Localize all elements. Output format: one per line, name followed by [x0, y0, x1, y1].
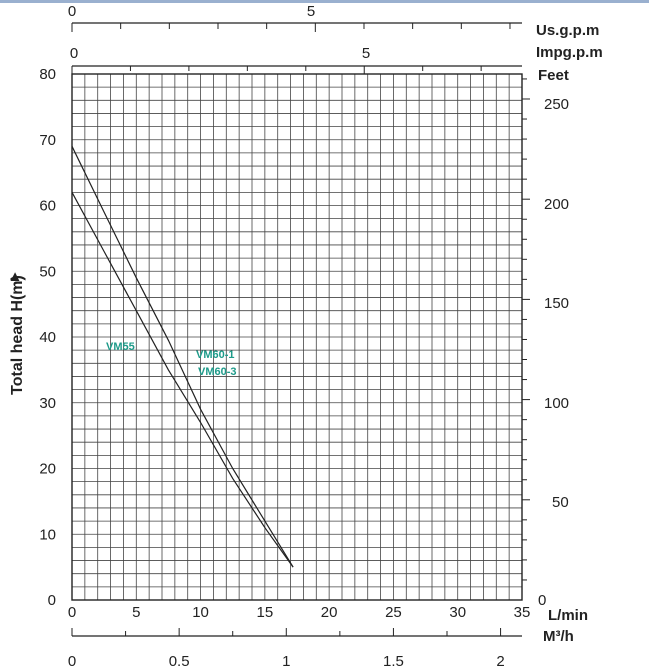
series-layer — [71, 146, 294, 568]
impgpm-unit-label: Impg.p.m — [536, 44, 603, 61]
y-tick-label: 50 — [39, 263, 56, 280]
m3h-tick-label: 0.5 — [169, 653, 190, 670]
x-axis-unit-label: L/min — [548, 607, 588, 624]
impgpm-tick-5: 5 — [362, 45, 370, 62]
x-tick-label: 20 — [321, 604, 338, 621]
plot-frame — [71, 73, 523, 601]
bottom-m3h-axis: 0 0.5 1 1.5 2 M³/h — [68, 628, 574, 670]
grid — [72, 74, 522, 600]
up-triangle-icon: ▲ — [8, 268, 23, 285]
series-line-1 — [71, 192, 294, 568]
feet-tick-100: 100 — [544, 395, 569, 412]
feet-tick-0: 0 — [538, 592, 546, 609]
feet-tick-250: 250 — [544, 96, 569, 113]
feet-tick-200: 200 — [544, 196, 569, 213]
m3h-tick-label: 1 — [282, 653, 290, 670]
label-vm55: VM55 — [106, 341, 135, 353]
series-line-0 — [71, 146, 294, 568]
y-tick-label: 20 — [39, 461, 56, 478]
x-tick-label: 5 — [132, 604, 140, 621]
y-tick-label: 80 — [39, 66, 56, 83]
usgpm-ticks — [71, 23, 511, 32]
x-tick-label: 10 — [192, 604, 209, 621]
y-tick-label: 60 — [39, 198, 56, 215]
x-tick-labels: 0 5 10 15 20 25 30 35 — [68, 604, 531, 621]
y-tick-labels: 0 10 20 30 40 50 60 70 80 — [39, 66, 56, 609]
x-tick-label: 0 — [68, 604, 76, 621]
m3h-tick-label: 0 — [68, 653, 76, 670]
feet-unit-label: Feet — [538, 67, 569, 84]
usgpm-unit-label: Us.g.p.m — [536, 22, 599, 39]
m3h-unit-label: M³/h — [543, 628, 574, 645]
x-tick-label: 15 — [257, 604, 274, 621]
impgpm-tick-0: 0 — [70, 45, 78, 62]
usgpm-tick-5: 5 — [307, 3, 315, 20]
feet-tick-150: 150 — [544, 295, 569, 312]
top-border — [0, 0, 649, 3]
m3h-tick-label: 2 — [496, 653, 504, 670]
y-tick-label: 70 — [39, 132, 56, 149]
y-tick-label: 0 — [48, 592, 56, 609]
top-usgpm-axis: 0 5 Us.g.p.m — [68, 3, 600, 39]
impgpm-ticks — [71, 66, 482, 74]
m3h-ticks: 0 0.5 1 1.5 2 — [68, 628, 505, 670]
label-vm60-1: VM60-1 — [196, 349, 235, 361]
top-impgpm-axis: 0 5 Impg.p.m — [70, 44, 603, 74]
y-tick-label: 30 — [39, 395, 56, 412]
x-tick-label: 35 — [514, 604, 531, 621]
label-vm60-3: VM60-3 — [198, 366, 237, 378]
feet-ticks — [522, 78, 530, 581]
feet-tick-50: 50 — [552, 494, 569, 511]
x-tick-label: 30 — [449, 604, 466, 621]
usgpm-tick-0: 0 — [68, 3, 76, 20]
m3h-tick-label: 1.5 — [383, 653, 404, 670]
y-axis-label: Total head H(m) — [9, 275, 26, 395]
y-tick-label: 10 — [39, 526, 56, 543]
x-tick-label: 25 — [385, 604, 402, 621]
right-feet-axis: Feet 250 200 150 100 50 0 — [522, 67, 569, 609]
y-tick-label: 40 — [39, 329, 56, 346]
